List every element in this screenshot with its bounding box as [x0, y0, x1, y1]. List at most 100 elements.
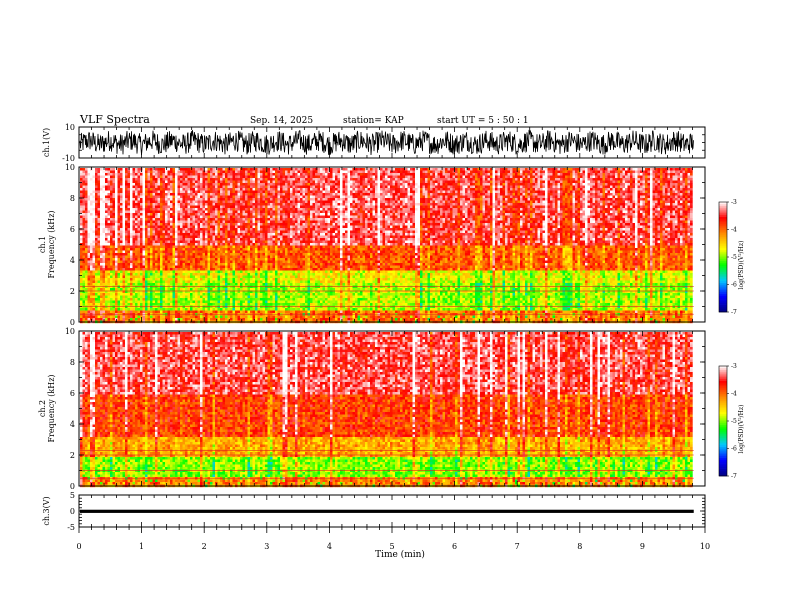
sp1-cell: [122, 303, 126, 306]
sp1-cell: [127, 265, 131, 269]
sp1-cell: [82, 283, 86, 286]
sp1-cell: [142, 258, 146, 261]
sp1-cell: [272, 188, 276, 191]
sp1-cell: [272, 190, 276, 194]
sp1-cell: [237, 175, 241, 179]
sp1-cell: [230, 193, 233, 196]
sp1-cell: [92, 293, 96, 296]
sp1-cell: [262, 273, 266, 276]
sp1-cell: [155, 213, 158, 216]
sp1-cell: [90, 208, 93, 211]
sp1-cell: [255, 250, 258, 254]
sp1-cell: [112, 300, 116, 304]
sp1-cell: [235, 185, 238, 189]
sp1-cell: [115, 213, 118, 216]
sp1-cell: [145, 278, 148, 281]
sp1-cell: [92, 285, 96, 289]
sp1-cell: [132, 205, 136, 209]
sp1-cell: [222, 173, 226, 176]
sp1-cell: [125, 225, 128, 229]
sp1-cell: [107, 180, 111, 184]
sp1-cell: [130, 178, 133, 181]
sp1-cell: [107, 218, 111, 221]
sp1-cell: [247, 183, 251, 186]
sp1-cell: [105, 298, 108, 301]
sp1-cell: [185, 185, 188, 189]
sp1-cell: [190, 198, 193, 201]
sp1-cell: [247, 288, 251, 291]
sp1-cell: [232, 278, 236, 281]
sp1-cell: [262, 268, 266, 271]
sp1-cell: [197, 228, 201, 231]
sp1-cell: [255, 218, 258, 221]
sp1-cell: [252, 253, 256, 256]
sp1-cell: [152, 288, 156, 291]
sp1-cell: [85, 253, 88, 256]
sp1-cell: [200, 238, 203, 241]
sp1-cell: [115, 248, 118, 251]
sp1-cell: [187, 190, 191, 194]
sp1-cell: [155, 233, 158, 236]
sp1-cell: [182, 318, 186, 321]
sp1-cell: [237, 223, 241, 226]
sp1-cell: [162, 183, 166, 186]
sp1-cell: [242, 245, 246, 249]
sp1-cell: [112, 208, 116, 211]
sp1-cell: [247, 230, 251, 234]
sp1-cell: [107, 263, 111, 266]
sp1-cell: [245, 183, 248, 186]
sp1-cell: [192, 173, 196, 176]
sp1-cell: [150, 288, 153, 291]
sp1-cell: [160, 195, 163, 199]
sp1-cell: [120, 220, 123, 224]
sp1-cell: [90, 275, 93, 279]
sp1-cell: [105, 210, 108, 214]
sp1-cell: [122, 175, 126, 179]
sp1-cell: [247, 193, 251, 196]
sp1-cell: [242, 278, 246, 281]
sp1-cell: [245, 243, 248, 246]
sp1-cell: [100, 230, 103, 234]
sp1-cell: [167, 255, 171, 259]
sp1-cell: [267, 170, 271, 174]
sp1-cell: [82, 210, 86, 214]
sp1-cell: [265, 288, 268, 291]
sp1-cell: [100, 290, 103, 294]
sp1-cell: [85, 318, 88, 321]
sp1-cell: [100, 178, 103, 181]
sp1-cell: [272, 265, 276, 269]
sp1-cell: [257, 240, 261, 244]
sp1-cell: [222, 315, 226, 319]
sp1-cell: [127, 310, 131, 314]
sp1-cell: [112, 263, 116, 266]
sp1-cell: [185, 258, 188, 261]
sp1-cell: [212, 235, 216, 239]
sp1-cell: [132, 210, 136, 214]
sp1-cell: [200, 223, 203, 226]
sp1-cell: [217, 263, 221, 266]
sp1-cell: [222, 215, 226, 219]
sp1-cell: [172, 230, 176, 234]
sp1-cell: [122, 273, 126, 276]
sp1-cell: [250, 315, 253, 319]
sp1-cell: [127, 258, 131, 261]
sp1-cell: [107, 293, 111, 296]
sp1-cell: [270, 195, 273, 199]
sp1-cell: [127, 270, 131, 274]
sp1-cell: [167, 283, 171, 286]
sp1-cell: [125, 205, 128, 209]
sp1-cell: [240, 315, 243, 319]
sp1-cell: [127, 220, 131, 224]
sp1-cell: [130, 223, 133, 226]
sp1-cell: [137, 248, 141, 251]
sp1-cell: [137, 310, 141, 314]
sp1-cell: [225, 240, 228, 244]
sp1-cell: [205, 230, 208, 234]
sp1-cell: [92, 278, 96, 281]
sp1-cell: [107, 193, 111, 196]
sp1-cell: [127, 285, 131, 289]
sp1-cell: [107, 230, 111, 234]
sp1-cell: [150, 315, 153, 319]
sp1-cell: [167, 278, 171, 281]
sp1-cell: [270, 273, 273, 276]
